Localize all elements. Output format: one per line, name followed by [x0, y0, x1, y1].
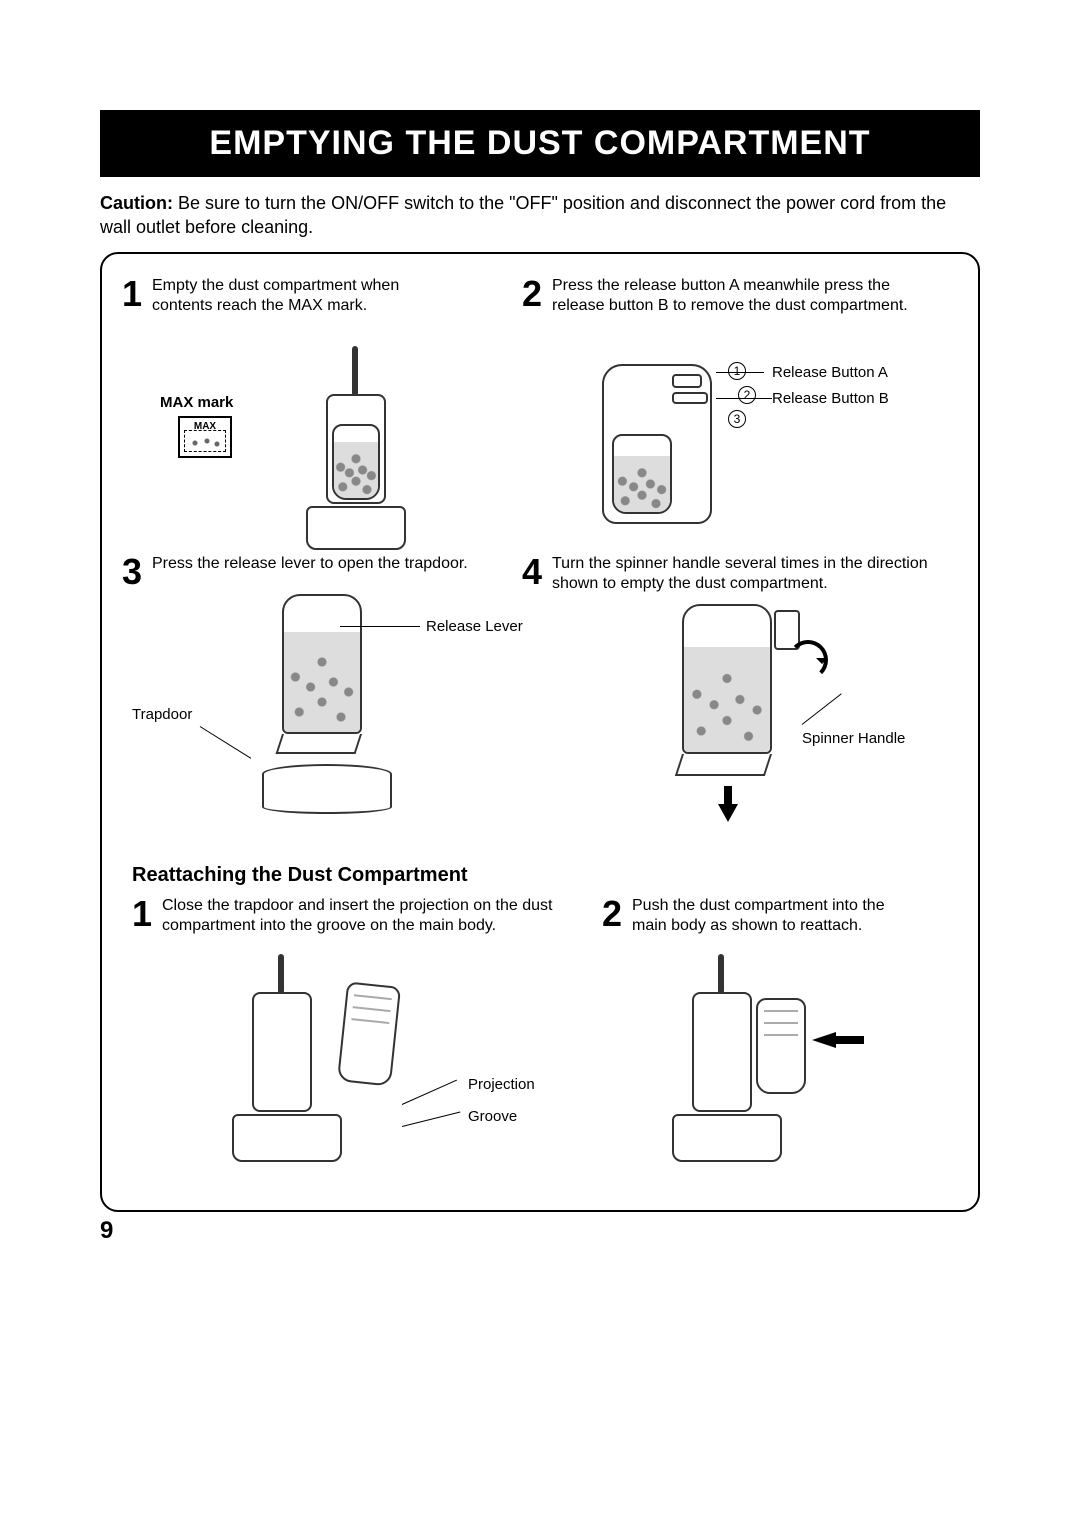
reattach-step-1: 1 Close the trapdoor and insert the proj… — [132, 896, 592, 936]
reattach-step-2: 2 Push the dust compartment into the mai… — [602, 896, 922, 936]
trapdoor-label: Trapdoor — [132, 706, 192, 724]
step-1-text: Empty the dust compartment when contents… — [152, 276, 462, 316]
illustration-step-2 — [572, 344, 732, 534]
step-4-number: 4 — [522, 554, 542, 590]
step-3: 3 Press the release lever to open the tr… — [122, 554, 482, 590]
release-button-a-label: Release Button A — [772, 364, 888, 382]
circled-3: 3 — [728, 410, 746, 428]
step-2-number: 2 — [522, 276, 542, 312]
step-4-text: Turn the spinner handle several times in… — [552, 554, 942, 594]
illustration-step-1 — [286, 346, 426, 566]
page-title: EMPTYING THE DUST COMPARTMENT — [100, 110, 980, 177]
illustration-reattach-2 — [652, 954, 872, 1184]
reattach-1-number: 1 — [132, 896, 152, 932]
reattach-2-number: 2 — [602, 896, 622, 932]
release-button-b-label: Release Button B — [772, 390, 889, 408]
caution-text: Caution: Be sure to turn the ON/OFF swit… — [100, 191, 980, 240]
illustration-step-3 — [232, 594, 412, 814]
spinner-handle-label: Spinner Handle — [802, 730, 905, 748]
max-mark-label: MAX mark — [160, 394, 233, 412]
reattach-section: Reattaching the Dust Compartment 1 Close… — [132, 864, 954, 895]
step-4: 4 Turn the spinner handle several times … — [522, 554, 942, 594]
step-3-text: Press the release lever to open the trap… — [152, 554, 482, 574]
circled-2: 2 — [738, 386, 756, 404]
step-2: 2 Press the release button A meanwhile p… — [522, 276, 932, 316]
circled-1: 1 — [728, 362, 746, 380]
step-1: 1 Empty the dust compartment when conten… — [122, 276, 462, 316]
caution-label: Caution: — [100, 193, 173, 213]
page-number: 9 — [100, 1217, 113, 1245]
max-mark-icon: MAX — [178, 416, 232, 458]
groove-label: Groove — [468, 1108, 517, 1126]
instruction-box: 1 Empty the dust compartment when conten… — [100, 252, 980, 1212]
illustration-step-4 — [642, 604, 842, 824]
step-3-number: 3 — [122, 554, 142, 590]
page-content: EMPTYING THE DUST COMPARTMENT Caution: B… — [100, 110, 980, 1212]
projection-label: Projection — [468, 1076, 535, 1094]
caution-body: Be sure to turn the ON/OFF switch to the… — [100, 193, 946, 237]
illustration-reattach-1 — [212, 954, 432, 1184]
release-lever-label: Release Lever — [426, 618, 523, 636]
step-2-text: Press the release button A meanwhile pre… — [552, 276, 932, 316]
reattach-heading: Reattaching the Dust Compartment — [132, 864, 954, 887]
reattach-1-text: Close the trapdoor and insert the projec… — [162, 896, 592, 936]
push-arrow-icon — [812, 1032, 836, 1048]
reattach-2-text: Push the dust compartment into the main … — [632, 896, 922, 936]
step-1-number: 1 — [122, 276, 142, 312]
